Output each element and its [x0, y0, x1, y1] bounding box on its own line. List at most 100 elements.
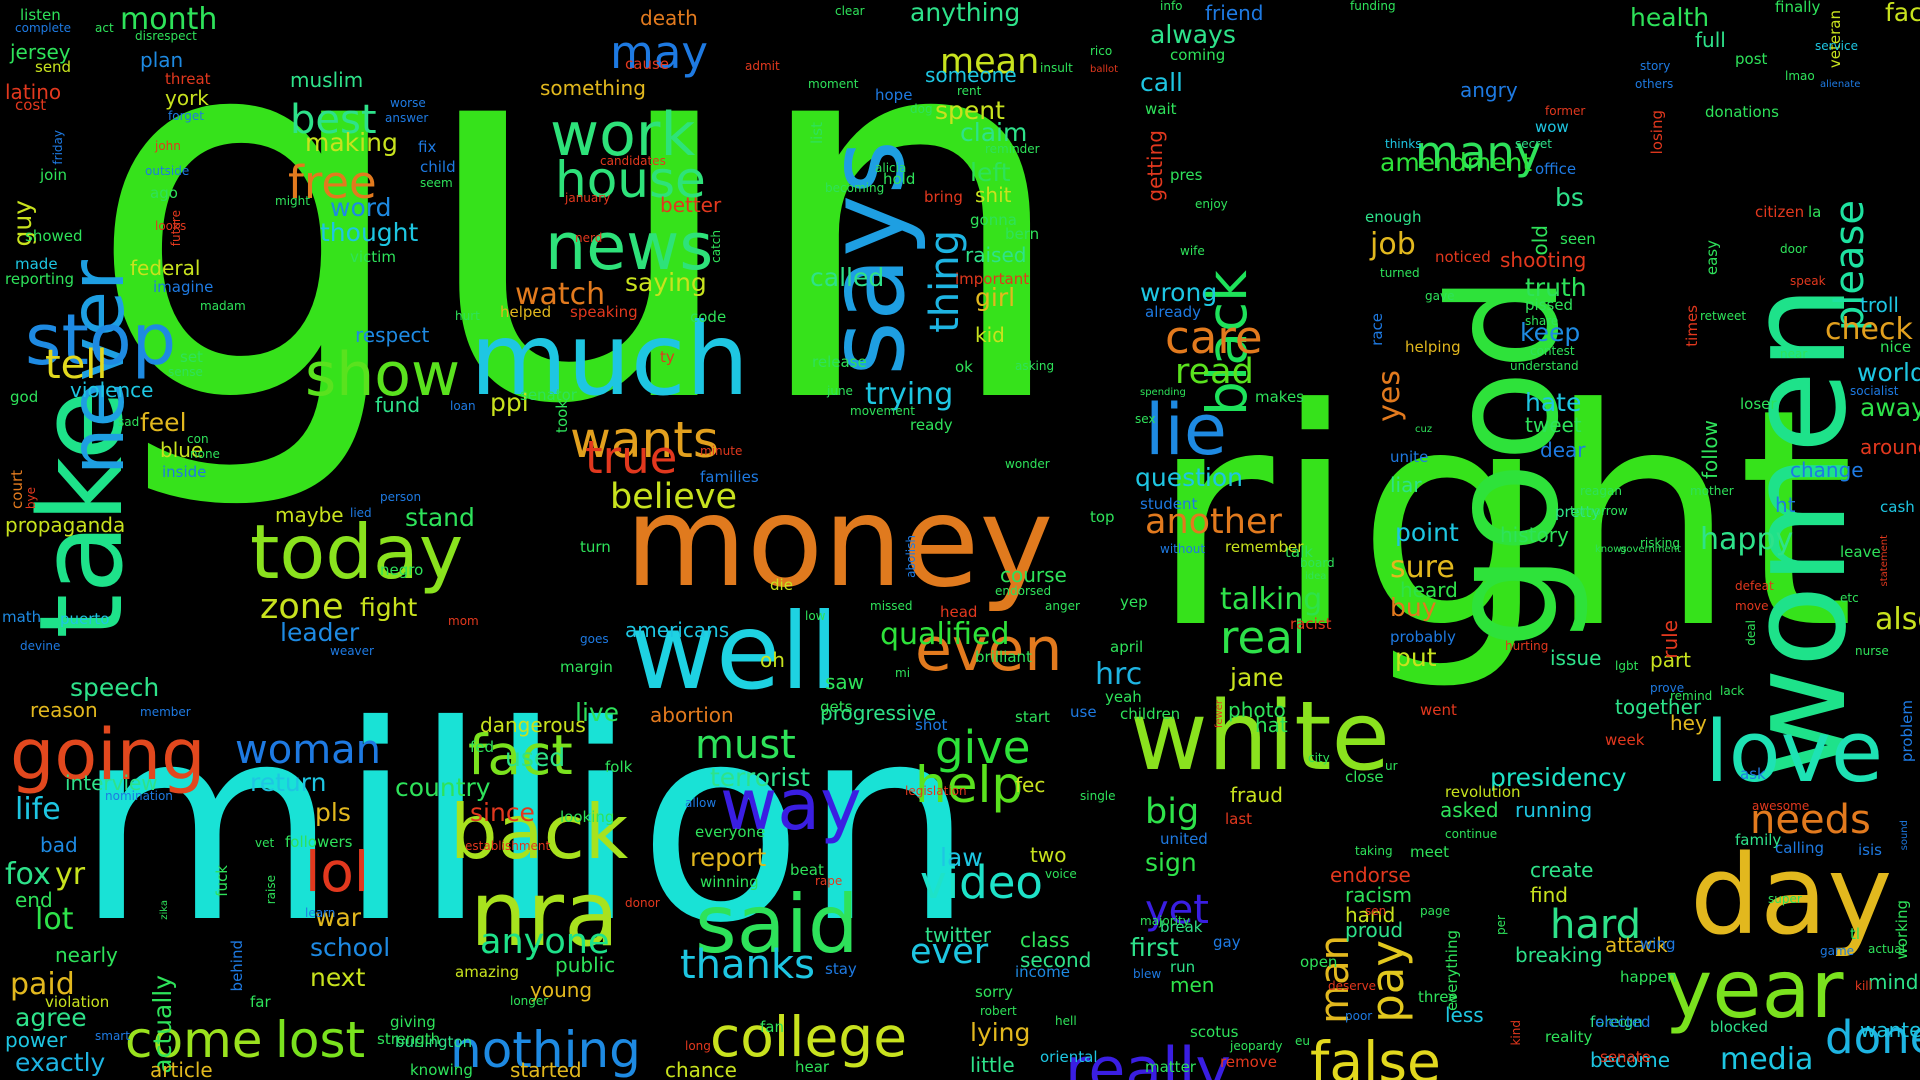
word-door: door [1780, 242, 1808, 256]
word-talk: talk [1285, 543, 1313, 561]
word-funding: funding [1350, 0, 1396, 13]
word-cause: cause [625, 55, 669, 73]
word-meet: meet [1410, 843, 1449, 861]
word-end: end [15, 888, 53, 912]
word-answer: answer [385, 111, 429, 125]
word-idea: idea [1305, 571, 1327, 582]
word-exactly: exactly [15, 1048, 106, 1077]
word-someone: someone [925, 63, 1017, 87]
word-unite: unite [1390, 448, 1429, 466]
word-lost: lost [275, 1011, 366, 1069]
word-dog: dog [910, 102, 933, 116]
word-deserve: deserve [1328, 979, 1377, 993]
word-spending: spending [1140, 387, 1186, 398]
word-pretty: pretty [1555, 503, 1601, 521]
word-set: set [180, 348, 203, 366]
word-getting: getting [1143, 130, 1167, 202]
word-brilliant: brilliant [975, 648, 1032, 666]
word-claim: claim [960, 118, 1028, 147]
word-million: million [75, 667, 975, 982]
word-poor: poor [1345, 1009, 1373, 1023]
word-speaking: speaking [570, 303, 638, 321]
word-job: job [1370, 227, 1416, 262]
word-hurt: hurt [455, 309, 480, 323]
word-friday: friday [51, 130, 65, 165]
word-retweet: retweet [1700, 309, 1747, 323]
word-easy: easy [1703, 240, 1721, 276]
word-donations: donations [1705, 103, 1779, 121]
word-really: really [1065, 1035, 1231, 1080]
word-open: open [1300, 953, 1338, 971]
word-last: last [1225, 810, 1253, 828]
word-gay: gay [1213, 933, 1241, 951]
word-come: come [125, 1011, 263, 1069]
word-public: public [555, 953, 616, 977]
word-give: give [935, 721, 1031, 774]
word-far: far [250, 993, 271, 1011]
word-puerto: puerto [60, 610, 110, 628]
word-socialist: socialist [1850, 384, 1899, 398]
word-lol: lol [305, 840, 370, 904]
word-future: future [169, 210, 183, 247]
word-bye: bye [24, 487, 38, 510]
word-called: called [810, 263, 885, 292]
word-attack: attack [1605, 933, 1668, 957]
word-ppl: ppl [490, 388, 529, 417]
word-power: power [5, 1028, 67, 1052]
word-finally: finally [1775, 0, 1821, 16]
word-fraud: fraud [1230, 783, 1283, 807]
word-month: month [120, 2, 218, 37]
word-fan: fan [760, 1018, 784, 1036]
word-always: always [1150, 20, 1236, 49]
word-fuck: fuck [213, 865, 231, 897]
word-believe: believe [610, 477, 737, 517]
word-blew: blew [1133, 967, 1162, 981]
word-angry: angry [1460, 78, 1518, 102]
word-zika: zika [159, 900, 170, 920]
word-love: love [1705, 703, 1884, 802]
word-gun: gun [85, 0, 1075, 518]
word-weaver: weaver [330, 644, 374, 658]
word-dangerous: dangerous [480, 713, 586, 737]
word-close: close [1345, 768, 1384, 786]
word-oh: oh [760, 648, 785, 672]
word-per: per [1494, 915, 1508, 935]
word-ok: ok [955, 358, 973, 376]
word-back: back [450, 788, 629, 876]
word-cuz: cuz [1415, 424, 1433, 435]
word-seen: seen [1560, 230, 1596, 248]
word-fix: fix [418, 138, 437, 156]
word-rico: rico [1090, 44, 1113, 58]
word-amazing: amazing [455, 963, 520, 981]
word-deal: deal [1744, 620, 1758, 646]
word-world: world [1857, 358, 1920, 387]
word-hate: hate [1525, 388, 1582, 417]
word-might: might [275, 194, 310, 208]
word-year: year [1665, 943, 1844, 1036]
word-race: race [1368, 313, 1386, 346]
word-class: class [1020, 928, 1070, 952]
word-contest: contest [1530, 344, 1575, 358]
word-use: use [1070, 703, 1097, 721]
word-ask: ask [1740, 765, 1766, 783]
word-yet: yet [1145, 887, 1209, 933]
word-much: much [470, 301, 750, 418]
word-respect: respect [355, 323, 430, 347]
word-buy: buy [1390, 593, 1437, 622]
word-sure: sure [1390, 550, 1455, 585]
word-burlington: burlington [395, 1033, 473, 1051]
word-united: united [1160, 830, 1208, 848]
word-tomorrow: tomorrow [1570, 504, 1628, 518]
word-news: news [545, 210, 714, 285]
word-admit: admit [745, 59, 780, 73]
word-school: school [310, 933, 391, 962]
word-talking: talking [1220, 582, 1323, 617]
word-head: head [940, 603, 978, 621]
word-none: none [190, 447, 220, 461]
word-reporting: reporting [5, 270, 75, 288]
word-nra: nra [470, 862, 620, 967]
word-victim: victim [350, 248, 396, 266]
word-income: income [1015, 963, 1070, 981]
word-establishment: establishment [465, 839, 551, 853]
word-imagine: imagine [153, 278, 214, 296]
